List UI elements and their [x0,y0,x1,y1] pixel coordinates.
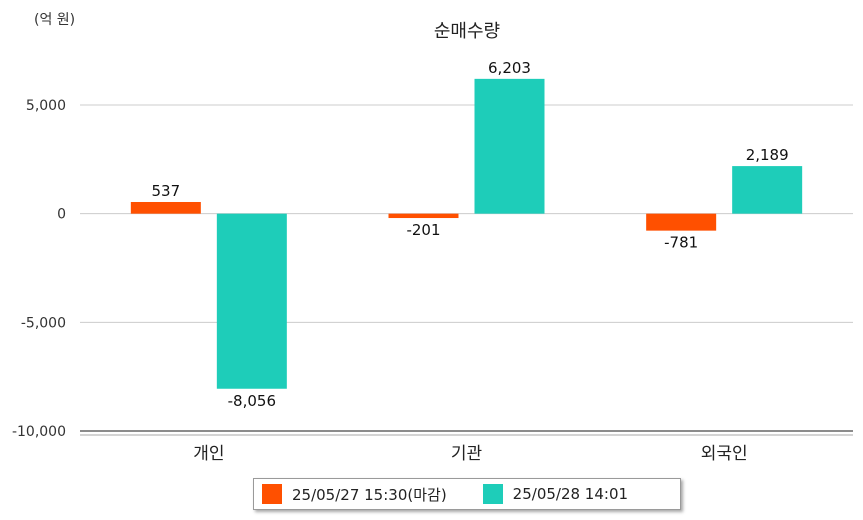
legend: 25/05/27 15:30(마감) 25/05/28 14:01 [253,478,681,510]
bar-series-1[interactable] [388,213,459,219]
y-tick-label: 5,000 [26,98,66,114]
y-tick-label: -5,000 [21,315,66,331]
data-label: -781 [664,234,698,252]
bar-series-1[interactable] [646,213,717,231]
bar-series-2[interactable] [732,166,803,214]
legend-item-series-1[interactable]: 25/05/27 15:30(마감) [262,484,447,505]
gridlines [80,104,853,436]
legend-label-series-1: 25/05/27 15:30(마감) [292,485,447,504]
bar-series-1[interactable] [130,201,201,214]
x-category-label: 외국인 [701,444,748,464]
x-axis: 개인 기관 외국인 [193,444,747,464]
data-label: -8,056 [228,392,276,410]
x-category-label: 개인 [193,444,224,464]
y-tick-label: 0 [57,207,66,223]
legend-label-series-2: 25/05/28 14:01 [512,485,629,503]
legend-swatch-series-1 [262,484,282,504]
legend-item-series-2[interactable]: 25/05/28 14:01 [482,484,629,504]
legend-swatch-series-2 [482,484,503,504]
data-label: 537 [152,182,181,200]
chart-title: 순매수량 [434,21,500,42]
data-label: 6,203 [488,59,531,77]
bar-series-2[interactable] [216,213,287,389]
y-axis: 5,000 0 -5,000 -10,000 [12,98,66,440]
x-category-label: 기관 [451,444,482,464]
data-label: -201 [406,221,440,239]
unit-label: (억 원) [34,12,75,28]
data-label: 2,189 [746,146,789,164]
bars: 537 -8,056 -201 6,203 -781 2,189 [130,59,803,410]
y-tick-label: -10,000 [12,424,66,440]
bar-series-2[interactable] [474,78,545,214]
